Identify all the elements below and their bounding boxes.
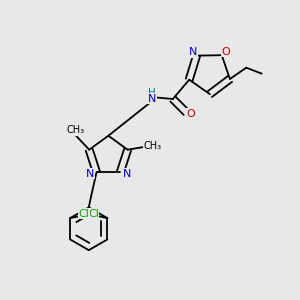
Text: Cl: Cl	[79, 209, 90, 219]
Text: N: N	[123, 169, 131, 179]
Text: N: N	[189, 47, 197, 57]
Text: CH₃: CH₃	[66, 125, 84, 135]
Text: CH₃: CH₃	[143, 141, 162, 151]
Text: Cl: Cl	[88, 209, 99, 219]
Text: H: H	[148, 88, 156, 98]
Text: O: O	[222, 46, 231, 57]
Text: N: N	[86, 169, 94, 179]
Text: O: O	[186, 109, 195, 119]
Text: N: N	[148, 94, 156, 104]
